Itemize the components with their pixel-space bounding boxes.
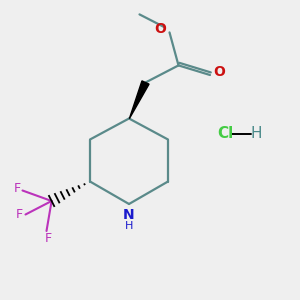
Text: N: N bbox=[123, 208, 135, 222]
Text: F: F bbox=[14, 182, 21, 196]
Text: O: O bbox=[154, 22, 166, 36]
Text: H: H bbox=[125, 220, 133, 231]
Text: O: O bbox=[213, 65, 225, 79]
Text: F: F bbox=[15, 208, 22, 221]
Text: F: F bbox=[44, 232, 52, 245]
Polygon shape bbox=[129, 81, 149, 119]
Text: H: H bbox=[251, 126, 262, 141]
Text: Cl: Cl bbox=[217, 126, 233, 141]
